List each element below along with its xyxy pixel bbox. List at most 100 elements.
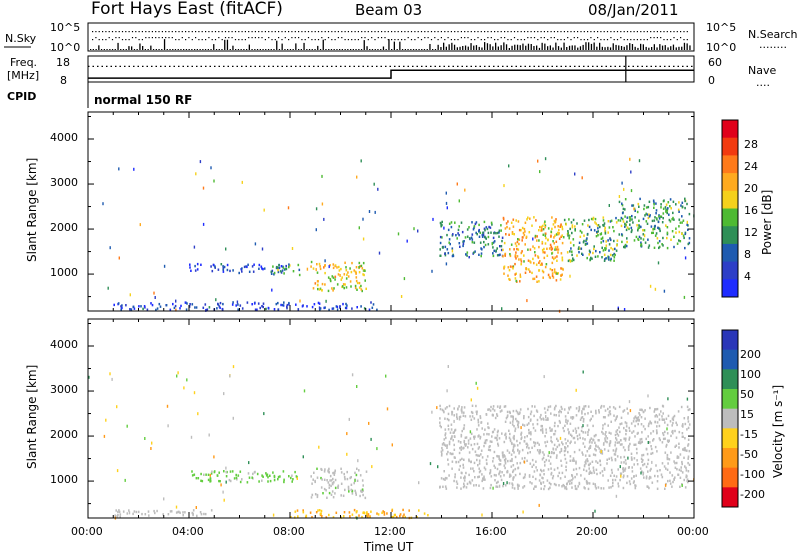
echo-cell (587, 463, 590, 466)
echo-cell (471, 411, 474, 415)
echo-cell (246, 265, 248, 269)
power-colorbar-swatch (722, 261, 738, 280)
echo-cell (226, 263, 229, 267)
echo-cell (541, 458, 544, 461)
echo-cell (462, 463, 464, 467)
echo-cell (572, 257, 574, 260)
echo-cell (655, 212, 657, 215)
echo-cell (640, 225, 642, 229)
echo-cell (446, 406, 448, 409)
echo-cell (617, 482, 619, 485)
echo-cell (151, 303, 154, 307)
echo-cell (593, 471, 596, 474)
echo-cell (463, 484, 466, 488)
echo-cell (622, 467, 624, 471)
echo-cell (683, 456, 685, 459)
echo-cell (192, 513, 194, 517)
echo-cell (478, 228, 480, 232)
noise-sky-dot (530, 31, 532, 33)
echo-cell (228, 478, 231, 482)
echo-cell (339, 306, 341, 309)
echo-cell (475, 410, 478, 413)
echo-cell (518, 258, 520, 261)
echo-cell (332, 482, 334, 486)
echo-cell (551, 247, 554, 250)
echo-cell (470, 398, 472, 402)
noise-search-dot (165, 37, 167, 39)
echo-cell (324, 283, 326, 286)
echo-cell (588, 471, 591, 475)
noise-spike (500, 45, 502, 50)
echo-cell (416, 516, 418, 519)
echo-cell (639, 408, 641, 411)
echo-cell (570, 416, 572, 419)
noise-spike (287, 49, 289, 50)
echo-cell (368, 210, 371, 213)
echo-cell (536, 422, 539, 426)
noise-sky-dot (307, 31, 310, 33)
noise-search-dot (371, 37, 373, 39)
noise-sky-dot (214, 31, 217, 33)
echo-cell (474, 250, 476, 253)
echo-cell (382, 510, 384, 513)
noise-spike (429, 44, 431, 50)
echo-cell (439, 407, 442, 411)
noise-sky-dot (543, 31, 545, 33)
echo-cell (154, 296, 156, 299)
echo-cell (600, 487, 602, 490)
echo-cell (273, 478, 276, 482)
echo-cell (448, 442, 451, 446)
echo-cell (662, 212, 665, 215)
echo-cell (294, 510, 297, 513)
noise-right-tick-top: 10^5 (706, 21, 736, 34)
echo-cell (469, 415, 471, 418)
echo-cell (666, 209, 669, 212)
echo-cell (103, 434, 106, 438)
noise-search-dot (537, 39, 539, 41)
echo-cell (585, 469, 588, 473)
echo-cell (453, 419, 455, 423)
echo-cell (511, 459, 513, 463)
echo-cell (331, 307, 334, 310)
echo-cell (665, 203, 668, 206)
noise-spike (626, 45, 628, 50)
echo-cell (507, 266, 510, 269)
echo-cell (502, 216, 505, 220)
echo-cell (295, 303, 297, 306)
echo-cell (350, 483, 353, 486)
echo-cell (563, 453, 566, 457)
echo-cell (222, 267, 225, 270)
echo-cell (102, 202, 104, 206)
echo-cell (515, 272, 517, 275)
echo-cell (306, 305, 308, 308)
echo-cell (653, 203, 655, 206)
echo-cell (454, 429, 456, 432)
noise-spike (267, 49, 270, 50)
noise-sky-dot (105, 31, 107, 33)
echo-cell (626, 475, 629, 478)
echo-cell (638, 440, 641, 444)
echo-cell (557, 272, 559, 275)
echo-cell (442, 477, 445, 481)
echo-cell (191, 474, 194, 477)
echo-cell (195, 477, 198, 480)
echo-cell (687, 444, 689, 447)
echo-cell (271, 269, 274, 273)
echo-cell (538, 269, 541, 272)
echo-cell (545, 236, 547, 240)
noise-sky-dot (205, 31, 207, 33)
echo-cell (614, 453, 617, 456)
echo-cell (392, 515, 395, 519)
echo-cell (543, 473, 545, 476)
echo-cell (446, 444, 448, 447)
echo-cell (541, 229, 543, 232)
echo-cell (324, 271, 326, 275)
echo-cell (445, 487, 448, 490)
velocity-echo-scatter (88, 365, 695, 520)
echo-cell (129, 308, 131, 311)
velocity-cb-tick-0: 200 (740, 348, 761, 361)
echo-cell (321, 515, 323, 518)
echo-cell (543, 485, 546, 488)
echo-cell (478, 459, 481, 462)
echo-cell (644, 409, 646, 412)
